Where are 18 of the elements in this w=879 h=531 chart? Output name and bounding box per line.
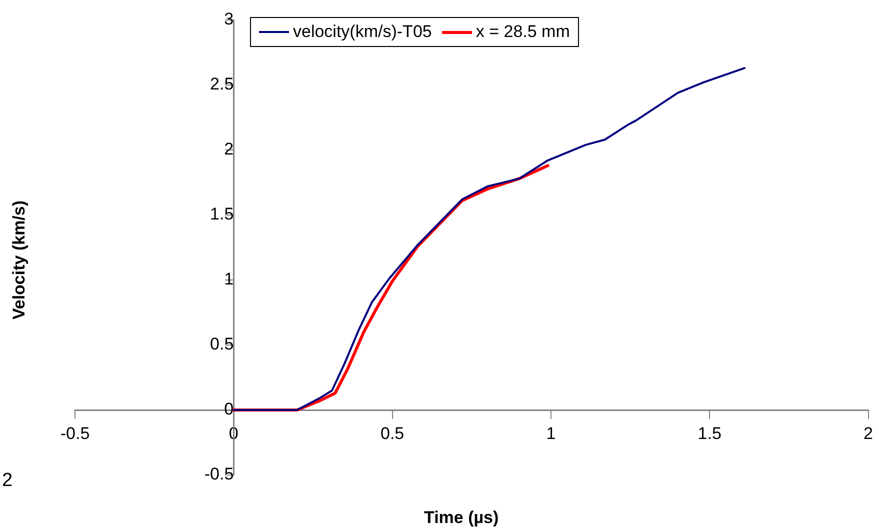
x-tick-label: 2 xyxy=(864,424,874,443)
y-tick-label: 3 xyxy=(224,10,234,29)
y-tick-label: -0.5 xyxy=(204,464,234,484)
x-tick-label: 1 xyxy=(546,424,556,443)
y-tick-label: 0 xyxy=(224,400,234,419)
y-axis-title: Velocity (km/s) xyxy=(10,200,30,320)
x-tick-label: 1.5 xyxy=(698,424,722,443)
y-tick-label: 1 xyxy=(224,270,234,289)
x-tick-label: 0.5 xyxy=(380,424,404,443)
text: 2 xyxy=(2,470,13,492)
x-tick-label: -0.5 xyxy=(60,424,90,443)
legend-label: x = 28.5 mm xyxy=(476,22,570,42)
y-tick-label: 2 xyxy=(224,140,234,159)
x-axis-title: Time (µs) xyxy=(424,508,499,528)
y-tick-label: 2.5 xyxy=(210,74,234,94)
y-tick-label: 1.5 xyxy=(210,204,234,224)
legend-label: velocity(km/s)-T05 xyxy=(293,22,432,42)
y-tick-label: 0.5 xyxy=(210,334,234,354)
